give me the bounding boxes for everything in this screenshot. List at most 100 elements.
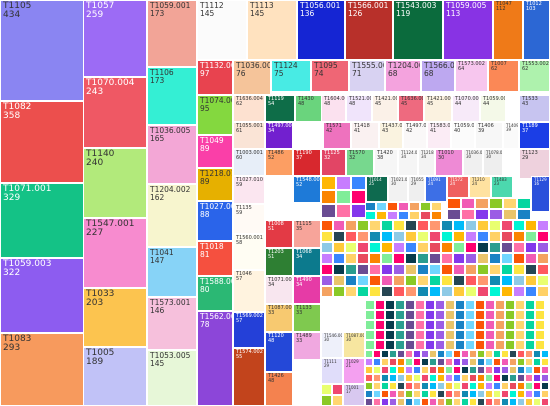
treemap-tile: T1553.002 62 (519, 60, 550, 92)
treemap-tiny-tile (365, 366, 373, 374)
treemap-tiny-tile (333, 275, 345, 286)
treemap-tiny-tile (517, 209, 531, 220)
treemap-tiny-tile (375, 330, 385, 340)
tile-label: T1120 48 (268, 333, 284, 345)
treemap-tiny-tile (333, 242, 345, 253)
tile-name: T1049 (200, 136, 224, 145)
tile-name: T1204.002 (150, 185, 191, 194)
tile-value: 57 (236, 318, 243, 325)
tile-value: 21 (346, 363, 352, 369)
tile-name: T1636.003 (401, 96, 423, 102)
treemap-tiny-tile (477, 358, 485, 366)
treemap-tiny-tile (465, 275, 477, 286)
treemap-tiny-tile (495, 300, 505, 310)
tile-name: T1204.001 (388, 61, 420, 70)
treemap-tiny-tile (493, 358, 501, 366)
treemap-tile: T1497.001 34 (265, 122, 293, 149)
tile-name: T1572 (450, 177, 463, 182)
treemap-tiny-tile (441, 231, 453, 242)
tile-value: 145 (150, 358, 165, 368)
treemap-tiny-tile (453, 350, 461, 358)
treemap-tiny-tile (441, 275, 453, 286)
tile-label: T1059.00440 (454, 123, 474, 135)
treemap-tiny-tile (365, 390, 373, 398)
treemap-tile: T1029 21 (343, 358, 365, 384)
treemap-tile: T1021.00130 (388, 176, 408, 202)
tile-value: 165 (150, 133, 165, 143)
treemap-tiny-tile (533, 358, 541, 366)
tile-label: T1111 29 (324, 359, 337, 368)
tile-label: T1029 21 (346, 359, 359, 369)
treemap-tiny-tile (509, 398, 517, 406)
treemap-tiny-tile (469, 358, 477, 366)
tile-name: T1636.004 (236, 96, 263, 102)
treemap-tiny-tile (453, 398, 461, 406)
treemap-tiny-tile (441, 220, 453, 231)
tile-name: T1571 (326, 123, 342, 129)
treemap-tiny-tile (405, 382, 413, 390)
tile-value: 95 (200, 103, 210, 113)
treemap-tile: T1218.01189 (197, 168, 233, 201)
treemap-tiny-tile (535, 340, 545, 350)
treemap-tiny-tile (517, 350, 525, 358)
tile-label: T1010 30 (438, 150, 454, 162)
treemap-tile: T1569.002 57 (233, 312, 265, 348)
treemap-tiny-tile (345, 242, 357, 253)
tile-label: T1636.00345 (401, 96, 423, 108)
treemap-tiny-tile (525, 220, 537, 231)
tile-value: 34 (268, 282, 275, 289)
tile-value: 76 (236, 68, 246, 78)
treemap-tiny-tile (477, 220, 489, 231)
tile-label: T1560.001 58 (236, 235, 263, 247)
tile-label: T1421.00245 (375, 96, 397, 108)
treemap-tiny-tile (517, 390, 525, 398)
treemap-tiny-tile (513, 220, 525, 231)
treemap-tiny-tile (421, 398, 429, 406)
treemap-tiny-tile (533, 366, 541, 374)
tile-value: 30 (438, 155, 445, 162)
treemap-tiny-tile (381, 286, 393, 297)
treemap-tiny-tile (405, 253, 417, 264)
tile-value: 162 (150, 192, 165, 202)
treemap-tile: T1533 43 (519, 95, 550, 122)
treemap-tile: T1059.00440 (451, 122, 475, 149)
treemap-tile: T1095 74 (311, 60, 349, 92)
treemap-tile: T1033 203 (83, 288, 147, 347)
treemap-tiny-tile (413, 358, 421, 366)
treemap-tiny-tile (489, 198, 503, 209)
treemap-tiny-tile (431, 202, 442, 211)
treemap-tiny-tile (417, 286, 429, 297)
tile-name: T1421.002 (375, 96, 397, 102)
tile-value: 41 (354, 128, 361, 135)
tile-label: T1546.00330 (324, 333, 342, 342)
tile-label: T1007 62 (491, 61, 507, 73)
tile-name: T1573.002 (458, 61, 485, 67)
tile-label: T1113 145 (250, 2, 274, 18)
tile-name: T1119 (268, 96, 284, 102)
treemap-tile: T1059.005 113 (443, 0, 493, 60)
treemap-tiny-tile (477, 253, 489, 264)
treemap-tiny-tile (373, 374, 381, 382)
treemap-tiny-tile (537, 286, 549, 297)
treemap-tiny-tile (475, 330, 485, 340)
tile-value: 243 (86, 87, 104, 98)
tile-value: 259 (86, 10, 104, 21)
treemap-tiny-tile (417, 220, 429, 231)
treemap-tiny-tile (409, 211, 420, 220)
treemap-tiny-tile (461, 390, 469, 398)
treemap-tiny-tile (525, 330, 535, 340)
tile-value: 71 (352, 68, 362, 78)
treemap-tiny-tile (455, 340, 465, 350)
treemap-tiny-tile (541, 366, 549, 374)
tile-label: T1570 32 (349, 150, 365, 162)
tile-value: 42 (406, 128, 413, 135)
treemap-tiny-tile (405, 264, 417, 275)
treemap-tile: T1003.001 60 (233, 149, 265, 176)
tile-name: T1409 (506, 123, 519, 128)
tile-name: T1547.001 (86, 219, 135, 229)
treemap-tiny-tile (351, 190, 366, 204)
tile-name: T1078.001 (486, 150, 503, 155)
treemap-tiny-tile (537, 242, 549, 253)
treemap-tiny-tile (321, 286, 333, 297)
treemap-tiny-tile (465, 286, 477, 297)
